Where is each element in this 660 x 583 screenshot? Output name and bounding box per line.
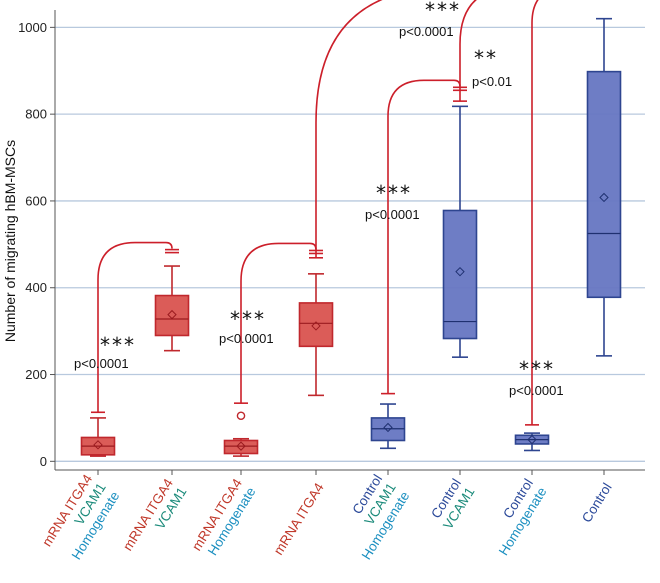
- significance-stars: ***: [519, 357, 555, 381]
- box-group-8: [586, 17, 622, 357]
- box-iqr: [298, 302, 334, 348]
- p-value-label: p<0.0001: [509, 383, 564, 398]
- axes: 0 200 400 600 800 1000: [18, 10, 645, 475]
- box-series: [80, 17, 622, 457]
- y-tick-label-1000: 1000: [18, 20, 47, 35]
- y-axis-title: Number of migrating hBM-MSCs: [2, 140, 18, 342]
- box-group-4: [298, 273, 334, 397]
- significance-stars: ***: [425, 0, 461, 22]
- box-group-6: [442, 105, 478, 358]
- box-group-5: [370, 403, 406, 450]
- y-tick-label-200: 200: [25, 367, 47, 382]
- significance-stars: ***: [376, 181, 412, 205]
- p-value-label: p<0.0001: [365, 207, 420, 222]
- box-iqr: [442, 209, 478, 340]
- p-value-label: p<0.0001: [399, 24, 454, 39]
- p-value-label: p<0.01: [472, 74, 512, 89]
- outlier-point: [236, 411, 246, 421]
- bracket-curve: [315, 0, 383, 258]
- mean-marker: [311, 321, 321, 331]
- mean-marker: [455, 266, 465, 277]
- box-group-2: [154, 265, 190, 352]
- comparison-1: ***p<0.0001: [74, 241, 179, 414]
- comparison-5: ** p<0.01: [453, 0, 512, 102]
- mean-marker: [599, 192, 609, 203]
- grid-lines: [55, 26, 645, 462]
- box-group-3: [223, 411, 259, 457]
- mean-marker: [383, 422, 393, 433]
- box-iqr: [586, 70, 622, 299]
- box-group-7: [514, 432, 550, 452]
- bracket-curve: [459, 0, 477, 102]
- box-group-1: [80, 417, 116, 457]
- y-tick-label-600: 600: [25, 193, 47, 208]
- box-iqr: [223, 439, 259, 455]
- box-iqr: [154, 294, 190, 337]
- y-tick-label-800: 800: [25, 107, 47, 122]
- mean-marker: [527, 434, 537, 445]
- comparison-6: *** p<0.0001: [509, 0, 564, 426]
- bracket-curve: [97, 241, 173, 413]
- significance-brackets: ***p<0.0001***p<0.0001***p<0.0001***p<0.…: [74, 0, 564, 426]
- mean-marker: [236, 441, 246, 451]
- significance-stars: ***: [100, 333, 136, 357]
- significance-stars: ***: [230, 307, 266, 331]
- p-value-label: p<0.0001: [219, 331, 274, 346]
- mean-marker: [167, 309, 177, 320]
- comparison-3: *** p<0.0001: [309, 0, 461, 259]
- bracket-curve: [531, 0, 539, 425]
- y-tick-label-400: 400: [25, 280, 47, 295]
- y-tick-label-0: 0: [40, 454, 47, 469]
- p-value-label: p<0.0001: [74, 356, 129, 371]
- significance-stars: **: [474, 46, 498, 70]
- mean-marker: [93, 440, 103, 450]
